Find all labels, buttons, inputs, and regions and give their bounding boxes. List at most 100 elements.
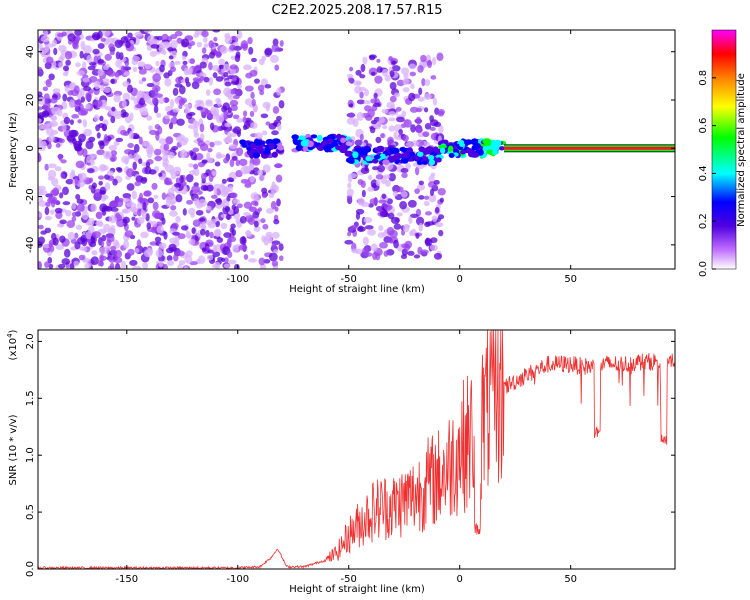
spectrogram-cell [258, 257, 266, 266]
spectrogram-cell [58, 61, 63, 68]
spectrogram-cell [44, 261, 50, 268]
spectrogram-signal-cell [388, 147, 397, 154]
spectrogram-signal-cell [363, 146, 372, 153]
spectrogram-cell [38, 236, 46, 245]
spectrogram-cell [250, 122, 258, 129]
spectrogram-cell [360, 167, 370, 174]
spectrogram-cell [431, 56, 437, 66]
spectrogram-cell [386, 101, 395, 109]
spectrogram-cell [152, 73, 162, 83]
colorbar-label: Normalized spectral amplitude [736, 73, 747, 227]
spectrogram-cell [115, 59, 122, 68]
spectrogram-cell [368, 174, 373, 181]
spectrogram-cell [226, 131, 232, 139]
spectrogram-y-label: Frequency (Hz) [8, 112, 19, 188]
spectrogram-cell [75, 160, 85, 169]
spectrogram-cell [409, 230, 414, 236]
spectrogram-cell [223, 110, 229, 120]
spectrogram-cell [198, 217, 206, 222]
spectrogram-cell [203, 43, 209, 48]
spectrogram-cell [147, 197, 155, 204]
spectrogram-cell [209, 231, 214, 239]
spectrogram-cell [199, 61, 207, 69]
spectrogram-cell [271, 260, 279, 267]
spectrogram-cell [415, 233, 420, 239]
spectrogram-cell [42, 102, 51, 110]
spectrogram-cell [184, 255, 193, 264]
spectrogram-cell [224, 81, 232, 87]
spectrogram-cell [212, 244, 218, 253]
spectrogram-cell [179, 175, 184, 184]
spectrogram-cell [235, 169, 243, 178]
spectrogram-cell [103, 223, 111, 233]
spectrogram-cell [410, 124, 416, 133]
spectrogram-cell [414, 166, 420, 176]
spectrogram-cell [65, 59, 71, 66]
spectrogram-cell [115, 212, 121, 219]
spectrogram-cell [154, 212, 162, 220]
spectrogram-cell [354, 139, 363, 146]
spectrogram-cell [250, 250, 255, 255]
spectrogram-cell [223, 157, 229, 164]
spectrogram-cell [212, 251, 221, 257]
spectrogram-cell [212, 30, 221, 33]
spectrogram-cell [74, 232, 79, 239]
spectrogram-cell [48, 73, 55, 81]
spectrogram-signal-cell [277, 144, 284, 151]
spectrogram-cell [439, 197, 445, 203]
spectrogram-cell [418, 195, 425, 200]
spectrogram-cell [422, 131, 430, 138]
spectrogram-cell [367, 186, 375, 192]
spectrogram-cell [356, 111, 364, 121]
snr-y-multiplier: (x104) [6, 329, 19, 360]
spectrogram-cell [125, 202, 133, 207]
spectrogram-cell [367, 229, 376, 236]
spectrogram-cell [100, 85, 105, 92]
spectrogram-cell [137, 208, 142, 217]
spectrogram-cell [176, 250, 185, 257]
spectrogram-cell [106, 239, 112, 247]
spectrogram-cell [127, 154, 133, 160]
spectrogram-cell [211, 64, 220, 72]
spectrogram-cell [414, 188, 420, 194]
spectrogram-cell [402, 134, 409, 142]
spectrogram-cell [154, 155, 163, 162]
spectrogram-cell [169, 210, 178, 217]
spectrogram-cell [152, 201, 159, 211]
spectrogram-cell [53, 47, 58, 56]
spectrogram-cell [388, 238, 394, 244]
spectrogram-cell [143, 30, 153, 33]
spectrogram-cell [237, 84, 242, 89]
spectrogram-cell [150, 44, 160, 49]
spectrogram-cell [123, 240, 130, 249]
spectrogram-cell [438, 229, 444, 237]
spectrogram-cell [231, 75, 237, 82]
spectrogram-cell [108, 215, 118, 224]
spectrogram-cell [252, 211, 260, 219]
spectrogram-cell [213, 36, 218, 42]
spectrogram-cell [131, 55, 140, 62]
spectrogram-cell [141, 77, 147, 82]
spectrogram-cell [126, 183, 135, 191]
spectrogram-cell [82, 246, 88, 252]
spectrogram-signal-cell [291, 134, 299, 140]
spectrogram-cell [90, 256, 99, 266]
spectrogram-cell [181, 38, 190, 48]
spectrogram-cell [165, 136, 174, 145]
spectrogram-cell [229, 88, 239, 95]
spectrogram-cell [265, 121, 271, 126]
spectrogram-cell [236, 147, 244, 157]
spectrogram-cell [173, 253, 179, 262]
spectrogram-cell [212, 72, 218, 79]
spectrogram-cell [223, 71, 229, 78]
spectrogram-signal-cell [399, 146, 406, 152]
spectrogram-cell [77, 119, 82, 124]
spectrogram-cell [102, 64, 109, 71]
spectrogram-cell [137, 91, 146, 96]
spectrogram-cell [156, 225, 164, 234]
snr-x-tick-label: -100 [226, 574, 249, 585]
spectrogram-cell [108, 144, 117, 152]
spectrogram-cell [215, 114, 225, 124]
spectrogram-cell [272, 231, 280, 239]
